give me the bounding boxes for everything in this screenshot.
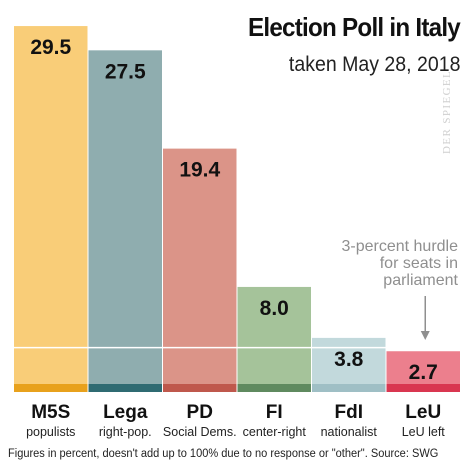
hurdle-annotation-line: 3-percent hurdle — [341, 238, 458, 255]
data-label: 19.4 — [179, 159, 220, 182]
watermark-logo: DER SPIEGEL — [441, 69, 453, 154]
hurdle-arrow-head — [420, 331, 430, 340]
bar-base-pd — [163, 384, 237, 392]
data-label: 27.5 — [105, 60, 146, 83]
category-subtitle: Social Dems. — [163, 425, 237, 439]
bar-leu — [386, 351, 460, 384]
chart-title: Election Poll in Italy — [247, 12, 461, 42]
category-subtitle: nationalist — [321, 425, 378, 439]
bar-fi — [237, 286, 311, 384]
category-subtitle: center-right — [243, 425, 307, 439]
bar-base-fi — [237, 384, 311, 392]
data-label: 3.8 — [334, 348, 364, 371]
chart-subtitle: taken May 28, 2018 — [288, 53, 460, 76]
footnote: Figures in percent, doesn't add up to 10… — [8, 448, 439, 460]
category-subtitle: populists — [26, 425, 75, 439]
category-label: M5S — [31, 402, 70, 423]
bar-fdi — [312, 337, 386, 384]
category-label: PD — [187, 402, 213, 423]
bar-base-fdi — [312, 384, 386, 392]
bar-base-m5s — [14, 384, 88, 392]
category-label: LeU — [405, 402, 441, 423]
data-label: 8.0 — [260, 297, 289, 320]
bar-base-lega — [88, 384, 162, 392]
data-label: 29.5 — [30, 36, 71, 59]
category-label: Lega — [103, 402, 148, 423]
category-subtitle: LeU left — [402, 425, 446, 439]
hurdle-annotation-line: parliament — [383, 272, 458, 289]
bar-m5s — [14, 26, 88, 385]
category-label: FdI — [335, 402, 364, 423]
hurdle-annotation-line: for seats in — [379, 255, 458, 272]
category-label: FI — [266, 402, 283, 423]
bar-lega — [88, 50, 162, 384]
bar-base-leu — [386, 384, 460, 392]
bar-pd — [163, 148, 237, 384]
category-subtitle: right-pop. — [99, 425, 152, 439]
hurdle-annotation: 3-percent hurdle for seats in parliament — [298, 238, 458, 289]
data-label: 2.7 — [409, 361, 438, 384]
